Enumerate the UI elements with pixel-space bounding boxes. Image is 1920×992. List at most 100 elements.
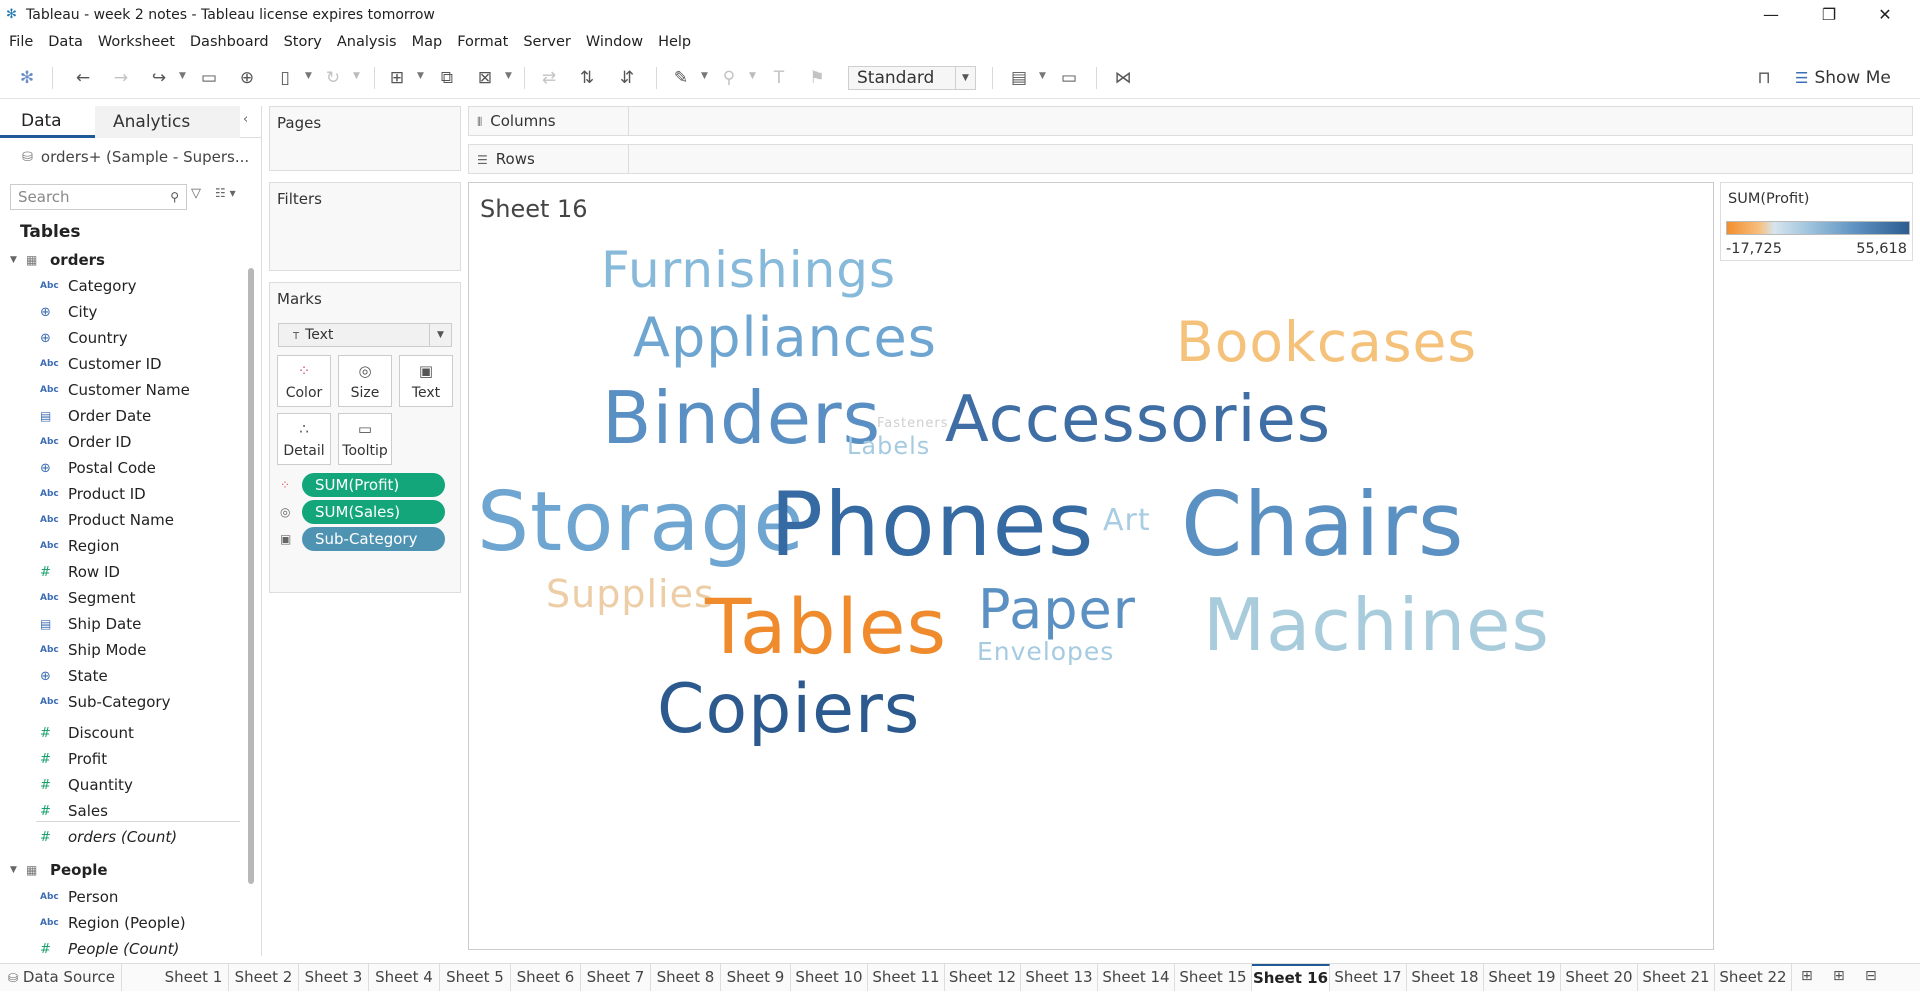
swap-rows-columns-icon[interactable]: ⇄ <box>541 68 557 88</box>
sheet-tab[interactable]: Sheet 20 <box>1561 964 1638 991</box>
word-mark[interactable]: Art <box>1103 503 1151 538</box>
scrollbar-thumb[interactable] <box>248 268 254 884</box>
sheet-tab[interactable]: Sheet 3 <box>299 964 369 991</box>
show-me-button[interactable]: ☰ Show Me <box>1795 65 1891 91</box>
pause-updates-icon[interactable]: ▯ <box>280 68 290 88</box>
sheet-tab[interactable]: Sheet 4 <box>369 964 440 991</box>
word-mark[interactable]: Accessories <box>945 383 1332 457</box>
menu-map[interactable]: Map <box>411 34 443 50</box>
rows-shelf[interactable]: ☰ Rows <box>468 144 1913 174</box>
new-story-tab-icon[interactable]: ⊟ <box>1865 968 1877 984</box>
sheet-tab[interactable]: Sheet 16 <box>1252 964 1330 991</box>
sheet-tab[interactable]: Sheet 17 <box>1330 964 1407 991</box>
sheet-tab[interactable]: Sheet 12 <box>945 964 1021 991</box>
filters-shelf[interactable]: Filters <box>269 182 461 271</box>
field-item[interactable]: # Profit <box>40 748 107 770</box>
data-source-tab[interactable]: ⛁ Data Source <box>0 964 122 991</box>
redo-icon[interactable]: → <box>113 68 129 88</box>
word-mark[interactable]: Paper <box>978 578 1136 641</box>
pages-shelf[interactable]: Pages <box>269 106 461 171</box>
table-people[interactable]: ▼ ▦ People <box>10 859 108 881</box>
refresh-dropdown-icon[interactable]: ▼ <box>353 71 360 81</box>
detail-button[interactable]: ∴ Detail <box>277 413 331 465</box>
field-item[interactable]: ▤ Order Date <box>40 405 151 427</box>
table-orders[interactable]: ▼ ▦ orders <box>10 249 105 271</box>
undo-icon[interactable]: ← <box>75 68 91 88</box>
field-item[interactable]: Abc Ship Mode <box>40 639 146 661</box>
sheet-tab[interactable]: Sheet 18 <box>1407 964 1484 991</box>
restore-icon[interactable]: ❐ <box>1821 5 1837 24</box>
tableau-home-icon[interactable]: ✻ <box>19 68 35 88</box>
word-mark[interactable]: Binders <box>602 376 882 460</box>
field-item[interactable]: Abc Customer ID <box>40 353 162 375</box>
word-mark[interactable]: Furnishings <box>601 241 897 299</box>
field-item[interactable]: # Quantity <box>40 774 133 796</box>
word-mark[interactable]: Labels <box>847 432 931 460</box>
word-mark[interactable]: Phones <box>770 473 1095 576</box>
group-dropdown-icon[interactable]: ▼ <box>749 71 756 81</box>
datasource-item[interactable]: ⛁ orders+ (Sample - Supers... <box>22 145 249 169</box>
duplicate-sheet-icon[interactable]: ⧉ <box>440 68 454 88</box>
sheet-tab[interactable]: Sheet 8 <box>651 964 721 991</box>
field-item[interactable]: Abc Category <box>40 275 137 297</box>
highlight-icon[interactable]: ✎ <box>673 68 689 88</box>
new-datasource-icon[interactable]: ⊕ <box>239 68 255 88</box>
profit-color-legend[interactable]: SUM(Profit) -17,725 55,618 <box>1720 182 1913 261</box>
book-icon[interactable]: ⊓ <box>1757 68 1771 88</box>
sheet-tab[interactable]: Sheet 9 <box>721 964 791 991</box>
word-mark[interactable]: Copiers <box>657 670 921 749</box>
pause-dropdown-icon[interactable]: ▼ <box>305 71 312 81</box>
menu-dashboard[interactable]: Dashboard <box>189 34 269 50</box>
show-mark-labels-icon[interactable]: T <box>773 68 785 88</box>
replay-dropdown-icon[interactable]: ▼ <box>179 71 186 81</box>
sheet-tab[interactable]: Sheet 7 <box>581 964 651 991</box>
field-item[interactable]: ⊕ State <box>40 665 108 687</box>
sheet-tab[interactable]: Sheet 19 <box>1484 964 1561 991</box>
size-button[interactable]: ◎ Size <box>338 355 392 407</box>
close-icon[interactable]: ✕ <box>1878 5 1892 24</box>
field-item[interactable]: Abc Region <box>40 535 119 557</box>
field-item[interactable]: Abc Customer Name <box>40 379 190 401</box>
tab-data[interactable]: Data <box>0 106 95 138</box>
tab-analytics[interactable]: Analytics <box>95 106 240 138</box>
share-icon[interactable]: ⋈ <box>1114 68 1132 88</box>
menu-worksheet[interactable]: Worksheet <box>97 34 175 50</box>
sheet-tab[interactable]: Sheet 1 <box>159 964 229 991</box>
word-mark[interactable]: Supplies <box>546 572 715 616</box>
menu-window[interactable]: Window <box>585 34 644 50</box>
field-item[interactable]: ⊕ Country <box>40 327 128 349</box>
menu-format[interactable]: Format <box>457 34 509 50</box>
show-cards-icon[interactable]: ▤ <box>1010 68 1028 88</box>
menu-server[interactable]: Server <box>523 34 571 50</box>
worksheet-view[interactable]: Sheet 16 Furnishings Appliances Bookcases B… <box>468 182 1714 950</box>
field-item[interactable]: # Row ID <box>40 561 120 583</box>
sheet-tab[interactable]: Sheet 14 <box>1098 964 1175 991</box>
sheet-tab[interactable]: Sheet 13 <box>1021 964 1098 991</box>
sort-ascending-icon[interactable]: ⇅ <box>579 68 595 88</box>
field-item[interactable]: Abc Order ID <box>40 431 131 453</box>
menu-data[interactable]: Data <box>48 34 83 50</box>
sheet-tab[interactable]: Sheet 6 <box>511 964 581 991</box>
menu-story[interactable]: Story <box>283 34 322 50</box>
filter-icon[interactable]: ▽ <box>191 186 201 201</box>
sheet-tab[interactable]: Sheet 2 <box>229 964 299 991</box>
sheet-tab[interactable]: Sheet 10 <box>791 964 868 991</box>
new-dashboard-tab-icon[interactable]: ⊞ <box>1833 968 1845 984</box>
word-mark[interactable]: Storage <box>477 475 805 570</box>
field-item[interactable]: ⊕ Postal Code <box>40 457 156 479</box>
sheet-tab[interactable]: Sheet 15 <box>1175 964 1252 991</box>
tooltip-button[interactable]: ▭ Tooltip <box>338 413 392 465</box>
clear-sheet-icon[interactable]: ⊠ <box>477 68 493 88</box>
word-mark[interactable]: Fasteners <box>877 416 949 431</box>
new-worksheet-dropdown-icon[interactable]: ▼ <box>417 71 424 81</box>
field-item[interactable]: Abc Sub-Category <box>40 691 170 713</box>
word-mark[interactable]: Tables <box>705 582 948 671</box>
field-item[interactable]: # Discount <box>40 722 134 744</box>
fit-select[interactable]: Standard ▼ <box>848 66 976 90</box>
field-item[interactable]: Abc Region (People) <box>40 912 186 934</box>
menu-help[interactable]: Help <box>658 34 692 50</box>
field-item[interactable]: # orders (Count) <box>40 826 177 848</box>
sheet-tab[interactable]: Sheet 5 <box>440 964 511 991</box>
sort-descending-icon[interactable]: ⇵ <box>619 68 635 88</box>
menu-analysis[interactable]: Analysis <box>336 34 397 50</box>
